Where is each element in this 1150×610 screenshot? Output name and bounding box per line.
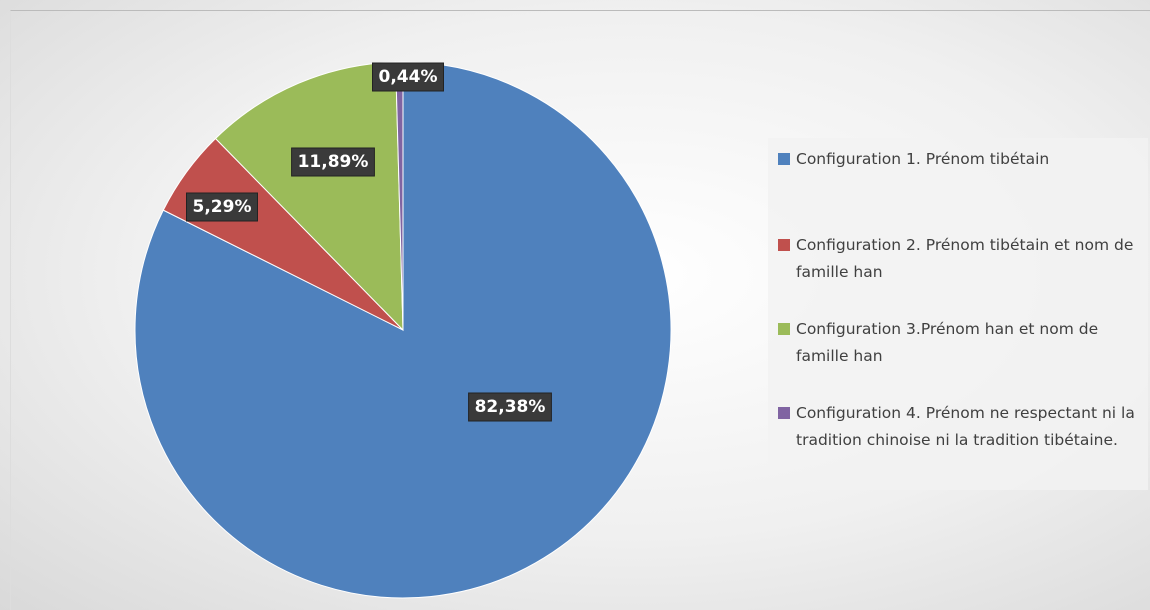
data-label-text: 5,29% <box>193 197 252 217</box>
legend-swatch <box>778 153 790 165</box>
legend-label: Configuration 3.Prénom han et nom de fam… <box>796 320 1099 365</box>
data-label-text: 0,44% <box>379 67 438 87</box>
data-label: 11,89% <box>291 147 375 177</box>
legend-label: Configuration 2. Prénom tibétain et nom … <box>796 236 1134 281</box>
data-label: 82,38% <box>468 392 552 422</box>
legend: Configuration 1. Prénom tibétain Configur… <box>768 138 1148 490</box>
legend-swatch <box>778 239 790 251</box>
legend-label: Configuration 1. Prénom tibétain <box>796 150 1050 168</box>
legend-label: Configuration 4. Prénom ne respectant ni… <box>796 404 1135 449</box>
legend-swatch <box>778 407 790 419</box>
legend-item: Configuration 2. Prénom tibétain et nom … <box>776 232 1146 286</box>
pie-slice <box>395 61 404 331</box>
legend-item: Configuration 4. Prénom ne respectant ni… <box>776 400 1146 454</box>
data-label-box <box>468 392 552 422</box>
legend-item: Configuration 3.Prénom han et nom de fam… <box>776 316 1146 370</box>
data-label-box <box>291 147 375 177</box>
data-label: 5,29% <box>186 192 258 222</box>
data-label-text: 11,89% <box>298 152 369 172</box>
frame <box>10 10 1150 610</box>
data-label-box <box>186 192 258 222</box>
legend-swatch <box>778 323 790 335</box>
data-label-box <box>372 62 444 92</box>
data-label-text: 82,38% <box>475 397 546 417</box>
data-label: 0,44% <box>372 62 444 92</box>
legend-item: Configuration 1. Prénom tibétain <box>776 146 1146 173</box>
